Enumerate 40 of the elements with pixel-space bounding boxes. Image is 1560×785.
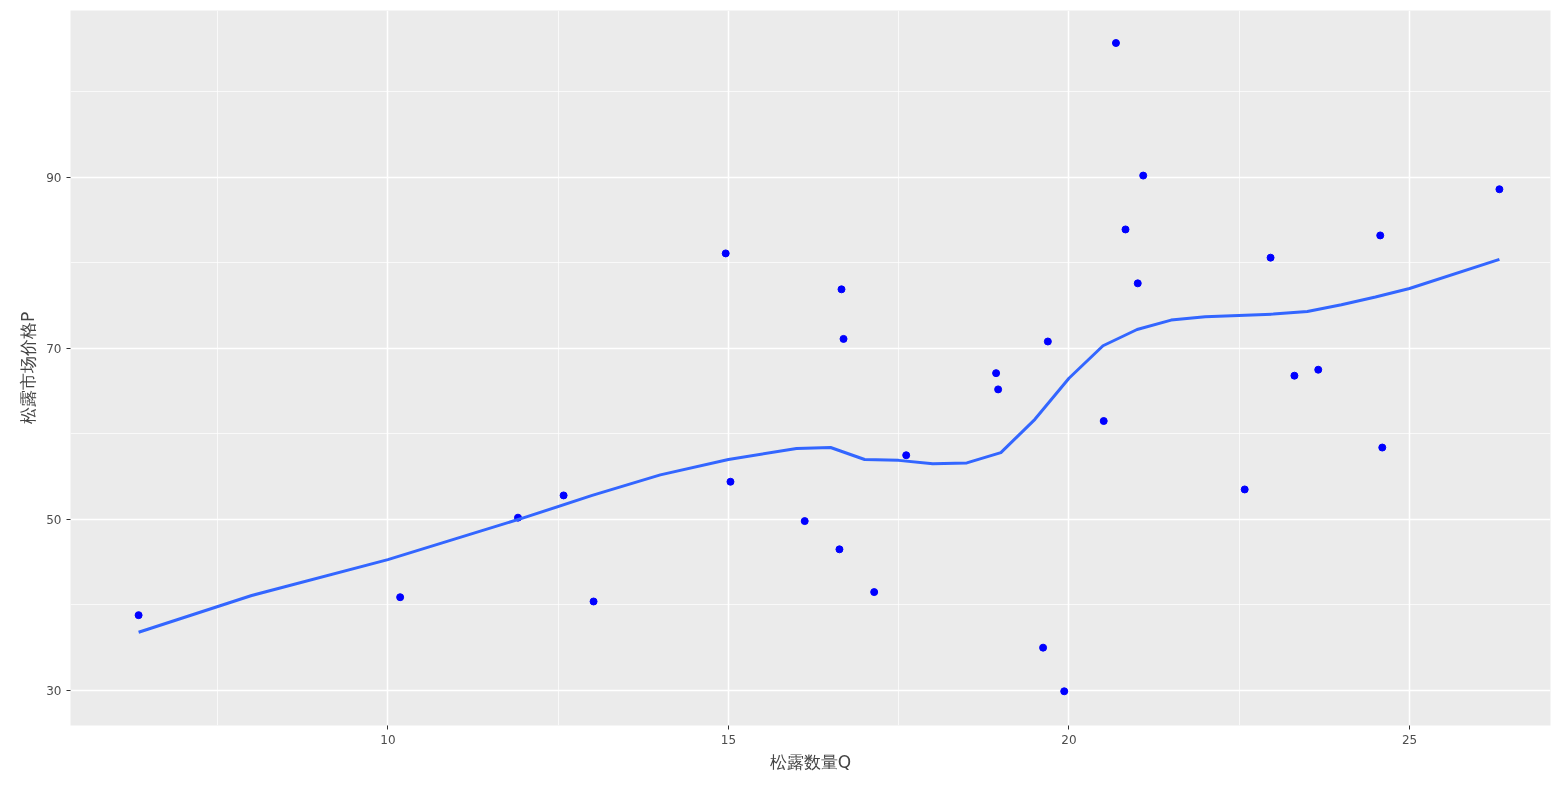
point <box>1314 365 1323 374</box>
point <box>800 517 809 526</box>
point <box>1060 687 1069 696</box>
point <box>1240 485 1249 494</box>
point <box>835 545 844 554</box>
point <box>839 334 848 343</box>
x-axis-title: 松露数量Q <box>769 751 852 772</box>
point <box>396 593 405 602</box>
point <box>1495 185 1504 194</box>
point <box>1043 337 1052 346</box>
x-tick-label: 10 <box>380 732 396 747</box>
point <box>837 285 846 294</box>
point <box>1378 443 1387 452</box>
point <box>1266 253 1275 262</box>
point <box>870 588 879 597</box>
y-axis-title: 松露市场价格P <box>18 311 39 425</box>
y-tick-label: 30 <box>46 683 62 698</box>
point <box>134 611 143 620</box>
point <box>559 491 568 500</box>
point <box>721 249 730 258</box>
x-tick-label: 25 <box>1401 732 1418 747</box>
point <box>1111 39 1120 47</box>
point <box>1099 417 1108 426</box>
point <box>992 369 1001 378</box>
point <box>1139 171 1148 180</box>
point <box>1290 371 1299 380</box>
point <box>1376 231 1385 240</box>
y-tick-label: 90 <box>46 170 62 185</box>
point <box>726 477 735 486</box>
y-tick-label: 50 <box>46 512 62 527</box>
x-tick-label: 15 <box>720 732 737 747</box>
point <box>589 597 598 606</box>
point <box>1039 643 1048 652</box>
point <box>1133 279 1142 288</box>
point <box>994 385 1003 394</box>
point <box>902 451 911 460</box>
y-tick-label: 70 <box>46 341 62 356</box>
x-tick-label: 20 <box>1061 732 1077 747</box>
point <box>1121 225 1130 234</box>
line-series <box>137 257 1501 634</box>
